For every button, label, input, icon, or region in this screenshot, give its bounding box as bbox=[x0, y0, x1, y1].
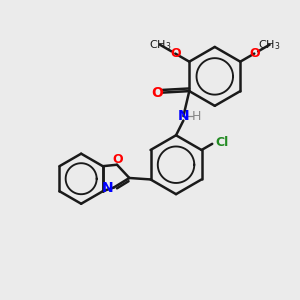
Text: CH$_3$: CH$_3$ bbox=[149, 38, 171, 52]
Text: O: O bbox=[112, 153, 123, 166]
Text: O: O bbox=[152, 85, 164, 100]
Text: O: O bbox=[170, 47, 181, 60]
Text: H: H bbox=[192, 110, 201, 123]
Text: Cl: Cl bbox=[216, 136, 229, 149]
Text: O: O bbox=[249, 47, 260, 60]
Text: N: N bbox=[101, 181, 113, 194]
Text: N: N bbox=[178, 109, 189, 123]
Text: CH$_3$: CH$_3$ bbox=[258, 38, 281, 52]
